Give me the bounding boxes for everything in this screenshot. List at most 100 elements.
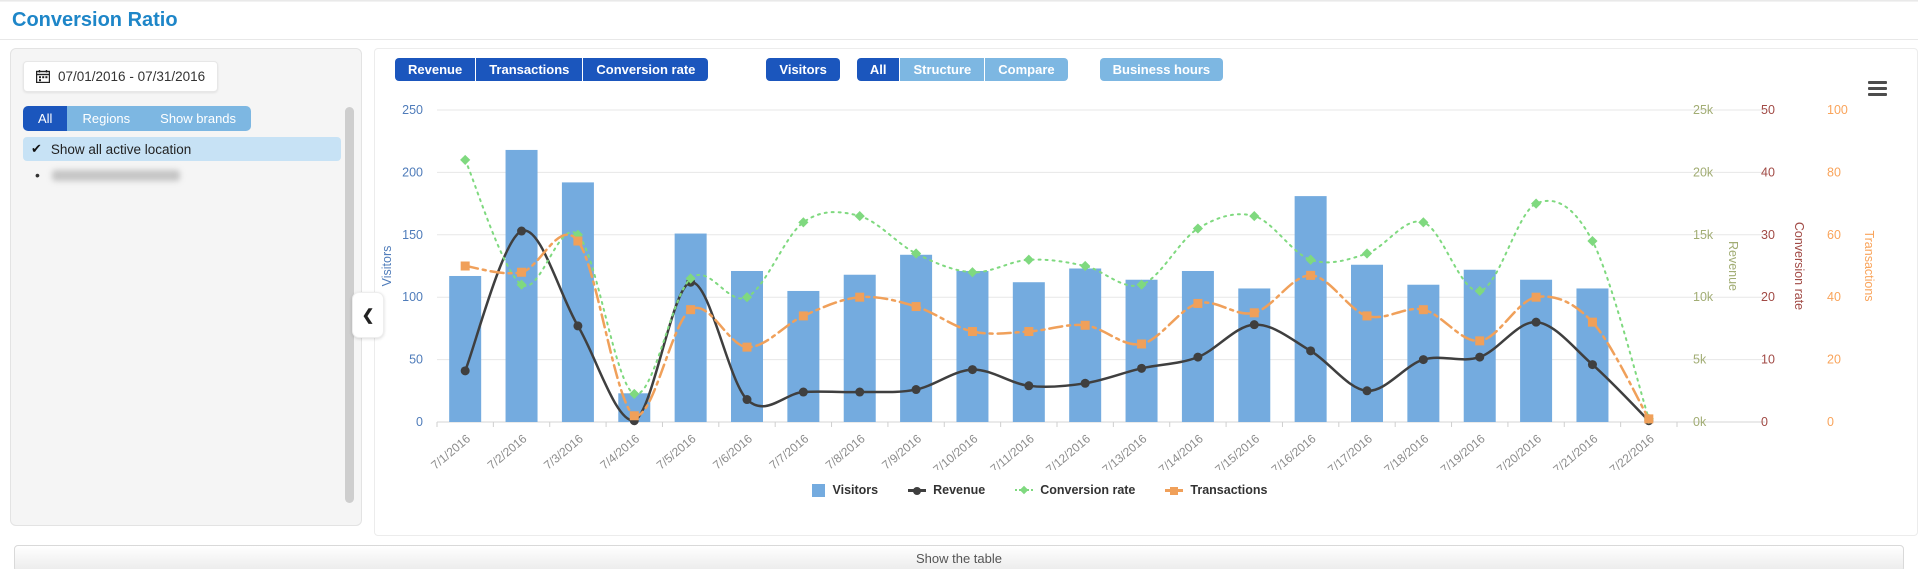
transactions-tick-label: 100 bbox=[1827, 103, 1848, 117]
business-hours-button[interactable]: Business hours bbox=[1100, 58, 1224, 81]
visitors-bar bbox=[449, 276, 481, 422]
view-tab-all[interactable]: All bbox=[857, 58, 900, 81]
transactions-point bbox=[1419, 305, 1428, 314]
transactions-point bbox=[686, 305, 695, 314]
x-axis-label: 7/9/2016 bbox=[879, 431, 924, 470]
revenue-point bbox=[1137, 364, 1146, 373]
revenue-point bbox=[968, 365, 977, 374]
list-item-show-all-active-location[interactable]: ✔ Show all active location bbox=[23, 137, 341, 161]
revenue-point bbox=[1419, 355, 1428, 364]
transactions-point bbox=[461, 262, 470, 271]
x-axis-label: 7/10/2016 bbox=[930, 431, 980, 470]
visitors-legend-marker bbox=[812, 484, 825, 497]
list-item-location[interactable]: • bbox=[23, 161, 349, 183]
visitors-axis-title: Visitors bbox=[380, 246, 394, 287]
date-range-picker[interactable]: 07/01/2016 - 07/31/2016 bbox=[23, 61, 218, 92]
transactions-button[interactable]: Transactions bbox=[476, 58, 582, 81]
sidebar-tab-all[interactable]: All bbox=[23, 106, 67, 131]
revenue-tick-label: 10k bbox=[1693, 290, 1714, 304]
x-axis-label: 7/13/2016 bbox=[1100, 431, 1150, 470]
revenue-tick-label: 25k bbox=[1693, 103, 1714, 117]
visitors-bar bbox=[1013, 282, 1045, 422]
x-axis-label: 7/16/2016 bbox=[1269, 431, 1319, 470]
metric-button-group: Revenue Transactions Conversion rate bbox=[395, 58, 708, 81]
sidebar: 07/01/2016 - 07/31/2016 All Regions Show… bbox=[10, 48, 362, 526]
revenue-tick-label: 15k bbox=[1693, 228, 1714, 242]
revenue-point bbox=[517, 227, 526, 236]
visitors-bar bbox=[1126, 280, 1158, 422]
transactions-point bbox=[573, 237, 582, 246]
transactions-legend-marker bbox=[1165, 489, 1183, 492]
x-axis-label: 7/20/2016 bbox=[1494, 431, 1544, 470]
transactions-point bbox=[630, 411, 639, 420]
view-tab-structure[interactable]: Structure bbox=[900, 58, 984, 81]
transactions-point bbox=[1588, 318, 1597, 327]
chart-panel: Revenue Transactions Conversion rate Vis… bbox=[374, 48, 1918, 536]
conversion-tick-label: 0 bbox=[1761, 415, 1768, 429]
conversion-rate-button[interactable]: Conversion rate bbox=[583, 58, 708, 81]
revenue-point bbox=[743, 395, 752, 404]
transactions-point bbox=[799, 311, 808, 320]
bullet-icon: • bbox=[35, 167, 40, 183]
sidebar-tab-regions[interactable]: Regions bbox=[67, 106, 145, 131]
show-table-toggle[interactable]: Show the table bbox=[14, 545, 1904, 569]
conversion-rate-point bbox=[1362, 248, 1372, 258]
transactions-point bbox=[1363, 311, 1372, 320]
visitors-bar bbox=[1182, 271, 1214, 422]
calendar-icon bbox=[36, 70, 50, 83]
transactions-point bbox=[1306, 271, 1315, 280]
revenue-button[interactable]: Revenue bbox=[395, 58, 475, 81]
legend-item-visitors[interactable]: Visitors bbox=[812, 483, 878, 497]
visitors-bar bbox=[900, 255, 932, 422]
transactions-tick-label: 20 bbox=[1827, 353, 1841, 367]
transactions-point bbox=[968, 327, 977, 336]
legend-label: Visitors bbox=[832, 483, 878, 497]
revenue-point bbox=[1193, 353, 1202, 362]
revenue-point bbox=[1588, 360, 1597, 369]
transactions-tick-label: 0 bbox=[1827, 415, 1834, 429]
conversion-rate-point bbox=[1024, 255, 1034, 265]
legend-item-transactions[interactable]: Transactions bbox=[1165, 483, 1267, 497]
x-axis-label: 7/15/2016 bbox=[1212, 431, 1262, 470]
x-axis-label: 7/17/2016 bbox=[1325, 431, 1375, 470]
visitors-tick-label: 150 bbox=[402, 228, 423, 242]
transactions-point bbox=[1024, 327, 1033, 336]
revenue-tick-label: 20k bbox=[1693, 165, 1714, 179]
revenue-point bbox=[1475, 353, 1484, 362]
conversion-rate-legend-marker bbox=[1015, 489, 1033, 491]
legend-label: Revenue bbox=[933, 483, 985, 497]
combo-chart: 7/1/20167/2/20167/3/20167/4/20167/5/2016… bbox=[375, 82, 1890, 470]
chart-legend: Visitors Revenue Conversion rate Transac… bbox=[375, 483, 1705, 497]
revenue-legend-marker bbox=[908, 489, 926, 492]
transactions-point bbox=[1081, 321, 1090, 330]
transactions-point bbox=[1193, 299, 1202, 308]
x-axis-label: 7/8/2016 bbox=[823, 431, 868, 470]
x-axis-label: 7/1/2016 bbox=[428, 431, 473, 470]
revenue-point bbox=[461, 366, 470, 375]
transactions-point bbox=[1644, 414, 1653, 423]
chart-context-menu-icon[interactable] bbox=[1868, 81, 1887, 99]
transactions-axis-title: Transactions bbox=[1862, 230, 1876, 301]
conversion-rate-point bbox=[855, 211, 865, 221]
transactions-tick-label: 40 bbox=[1827, 290, 1841, 304]
conversion-tick-label: 20 bbox=[1761, 290, 1775, 304]
visitors-bar bbox=[1351, 265, 1383, 422]
transactions-point bbox=[855, 293, 864, 302]
conversion-rate-point bbox=[460, 155, 470, 165]
legend-item-revenue[interactable]: Revenue bbox=[908, 483, 985, 497]
legend-label: Transactions bbox=[1190, 483, 1267, 497]
sidebar-collapse-button[interactable]: ❮ bbox=[352, 292, 384, 338]
x-axis-label: 7/3/2016 bbox=[541, 431, 586, 470]
sidebar-tab-show-brands[interactable]: Show brands bbox=[145, 106, 251, 131]
transactions-tick-label: 80 bbox=[1827, 165, 1841, 179]
revenue-point bbox=[912, 385, 921, 394]
revenue-point bbox=[1306, 346, 1315, 355]
revenue-point bbox=[1024, 381, 1033, 390]
visitors-bar bbox=[1295, 196, 1327, 422]
page-header: Conversion Ratio bbox=[0, 2, 1918, 40]
visitors-tick-label: 200 bbox=[402, 165, 423, 179]
legend-item-conversion-rate[interactable]: Conversion rate bbox=[1015, 483, 1135, 497]
visitors-button[interactable]: Visitors bbox=[766, 58, 839, 81]
x-axis-label: 7/19/2016 bbox=[1438, 431, 1488, 470]
view-tab-compare[interactable]: Compare bbox=[985, 58, 1067, 81]
